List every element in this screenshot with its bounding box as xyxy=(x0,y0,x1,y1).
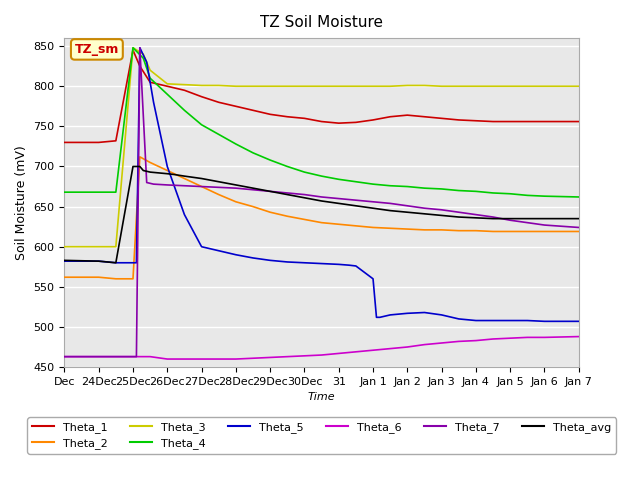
Title: TZ Soil Moisture: TZ Soil Moisture xyxy=(260,15,383,30)
Text: TZ_sm: TZ_sm xyxy=(75,43,119,56)
Y-axis label: Soil Moisture (mV): Soil Moisture (mV) xyxy=(15,145,28,260)
X-axis label: Time: Time xyxy=(308,392,335,402)
Legend: Theta_1, Theta_2, Theta_3, Theta_4, Theta_5, Theta_6, Theta_7, Theta_avg: Theta_1, Theta_2, Theta_3, Theta_4, Thet… xyxy=(28,418,616,454)
